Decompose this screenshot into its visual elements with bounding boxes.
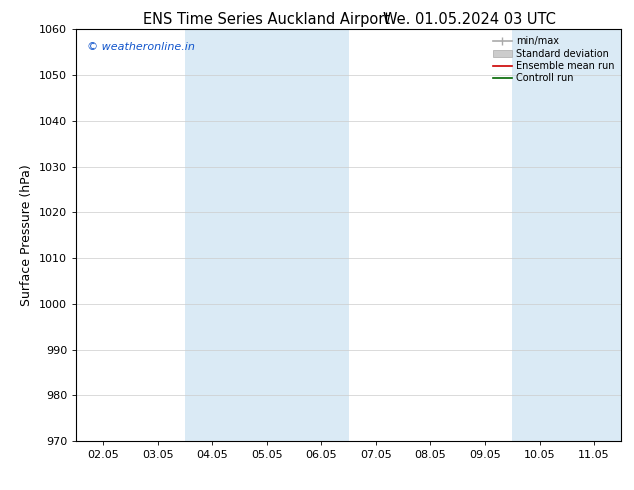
Text: ENS Time Series Auckland Airport: ENS Time Series Auckland Airport: [143, 12, 390, 27]
Legend: min/max, Standard deviation, Ensemble mean run, Controll run: min/max, Standard deviation, Ensemble me…: [489, 32, 618, 87]
Bar: [512, 29, 634, 441]
Text: We. 01.05.2024 03 UTC: We. 01.05.2024 03 UTC: [383, 12, 555, 27]
Y-axis label: Surface Pressure (hPa): Surface Pressure (hPa): [20, 164, 34, 306]
Bar: [185, 29, 349, 441]
Text: © weatheronline.in: © weatheronline.in: [87, 42, 195, 52]
